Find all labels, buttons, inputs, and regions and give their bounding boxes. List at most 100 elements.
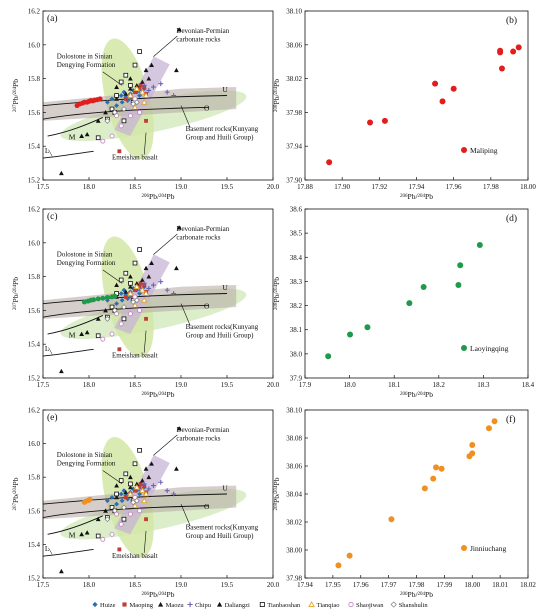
annotation-dolostone-1: Dolostone in Sinian — [57, 250, 113, 258]
curve-label-u: U — [222, 283, 228, 292]
data-point — [367, 119, 374, 126]
point-tianbaoshan — [118, 478, 124, 483]
point-tianbaoshan — [109, 505, 115, 510]
data-point — [335, 562, 342, 569]
x-tick-label: 19.0 — [175, 183, 188, 191]
point-daliangzi — [176, 27, 182, 32]
annotation-dolostone-1: Dolostone in Sinian — [57, 451, 113, 459]
data-point — [469, 442, 476, 448]
point-tianbaoshan — [118, 79, 124, 85]
legend-label-tianqiao: Tianqiao — [317, 602, 340, 609]
curve-label-l: L — [45, 544, 50, 553]
point-tianbaoshan — [95, 135, 101, 141]
point-maozu — [128, 86, 133, 91]
legend-label-daliangzi: Daliangzi — [225, 602, 250, 609]
curve-label-o: O — [204, 104, 210, 113]
orogen-curve — [43, 304, 209, 318]
point-tianqiao — [131, 302, 139, 308]
point-tianbaoshan — [121, 516, 127, 522]
point-chipu — [151, 84, 156, 90]
point-shaojiwan — [132, 494, 138, 500]
arrow-basement — [180, 105, 191, 128]
point-tianbaoshan — [128, 83, 133, 88]
annotation-basement-1: Basement rocks(Kunyang — [186, 125, 259, 133]
point-tianqiao — [131, 104, 139, 110]
point-tianqiao — [131, 502, 139, 509]
annotation-devonian-2: carbonate rocks — [176, 434, 220, 442]
point-daliangzi — [176, 426, 182, 431]
panel-label: (c) — [47, 211, 58, 222]
y-tick-label: 16.0 — [28, 239, 41, 247]
y-tick-label: 16.0 — [28, 440, 41, 448]
data-point — [455, 282, 462, 289]
data-point — [498, 65, 505, 72]
orogen-curve — [43, 106, 209, 120]
series-legend-marker — [461, 545, 467, 551]
y-tick-label: 15.2 — [28, 177, 41, 185]
point-maozu — [134, 280, 140, 286]
point-daliangzi — [79, 331, 85, 336]
point-tianbaoshan — [114, 491, 119, 497]
point-chipu — [146, 88, 152, 93]
x-axis-label: 206Pb/204Pb — [400, 590, 433, 599]
y-tick-label: 15.4 — [28, 143, 41, 151]
y-axis-label: 208Pb/204Pb — [272, 277, 281, 310]
x-tick-label: 17.96 — [353, 581, 369, 589]
point-chipu — [164, 89, 170, 95]
point-tianbaoshan — [95, 533, 101, 539]
point-daliangzi — [143, 466, 149, 471]
x-tick-label: 17.5 — [37, 381, 50, 389]
annotation-devonian-1: Devonian-Permian — [176, 426, 229, 434]
y-tick-label: 38.6 — [290, 206, 303, 214]
legend-item-shanshulin: Shanshulin — [390, 601, 429, 609]
annotation-devonian-2: carbonate rocks — [176, 233, 220, 241]
point-shanshulin — [104, 117, 111, 124]
annotation-basement-1: Basement rocks(Kunyang — [186, 523, 259, 531]
legend-label-tianbaoshan: Tianbaoshan — [267, 602, 301, 609]
point-tianqiao — [133, 484, 140, 490]
y-tick-label: 15.2 — [28, 375, 41, 383]
y-axis-label: 207Pb/204Pb — [11, 477, 20, 510]
panel-d: 17.9 18.0 18.1 18.2 18.3 18.4 37.9 38.0 38.1 38.2… — [272, 206, 535, 400]
point-maozu — [146, 474, 152, 480]
x-tick-label: 18.0 — [83, 183, 96, 191]
y-tick-label: 38.3 — [290, 278, 303, 286]
legend-label-shanshulin: Shanshulin — [399, 602, 429, 609]
point-daliangzi — [174, 466, 179, 471]
legend-marker-tianbaoshan — [259, 602, 265, 607]
point-maoping — [123, 294, 128, 299]
y-tick-label: 38.02 — [286, 519, 302, 527]
point-shanshulin — [133, 297, 140, 304]
point-tianbaoshan — [132, 461, 138, 467]
point-maozu — [139, 478, 145, 483]
x-tick-label: 18.5 — [129, 581, 142, 589]
point-tianbaoshan — [114, 93, 119, 98]
x-tick-label: 18.5 — [129, 183, 142, 191]
point-maoping — [133, 90, 137, 95]
legend-marker-huize — [92, 601, 98, 608]
x-axis-label: 206Pb/204Pb — [142, 192, 175, 201]
point-daliangzi — [59, 170, 64, 176]
point-tianbaoshan — [137, 247, 142, 252]
point-huize — [114, 301, 119, 307]
point-maoping — [117, 347, 122, 352]
panel-label: (a) — [47, 13, 58, 24]
point-shaojiwan — [127, 113, 133, 119]
annotation-dolostone-1: Dolostone in Sinian — [57, 52, 113, 60]
x-tick-label: 18.00 — [464, 581, 480, 589]
annotation-dolostone-2: Dengying Formation — [57, 259, 116, 267]
data-point — [432, 80, 439, 87]
x-tick-label: 18.0 — [343, 381, 356, 389]
point-shanshulin — [133, 497, 140, 504]
point-huize — [121, 287, 127, 293]
point-tianbaoshan — [118, 277, 124, 283]
data-point — [346, 552, 353, 559]
curve-label-u: U — [222, 484, 228, 493]
x-tick-label: 17.5 — [37, 581, 50, 589]
data-point — [433, 464, 440, 471]
legend-label-maoping: Maoping — [130, 602, 154, 609]
orogen-curve — [43, 505, 209, 518]
data-point — [430, 475, 437, 482]
legend-marker-daliangzi — [217, 601, 223, 607]
y-axis-label: 208Pb/204Pb — [272, 477, 281, 510]
